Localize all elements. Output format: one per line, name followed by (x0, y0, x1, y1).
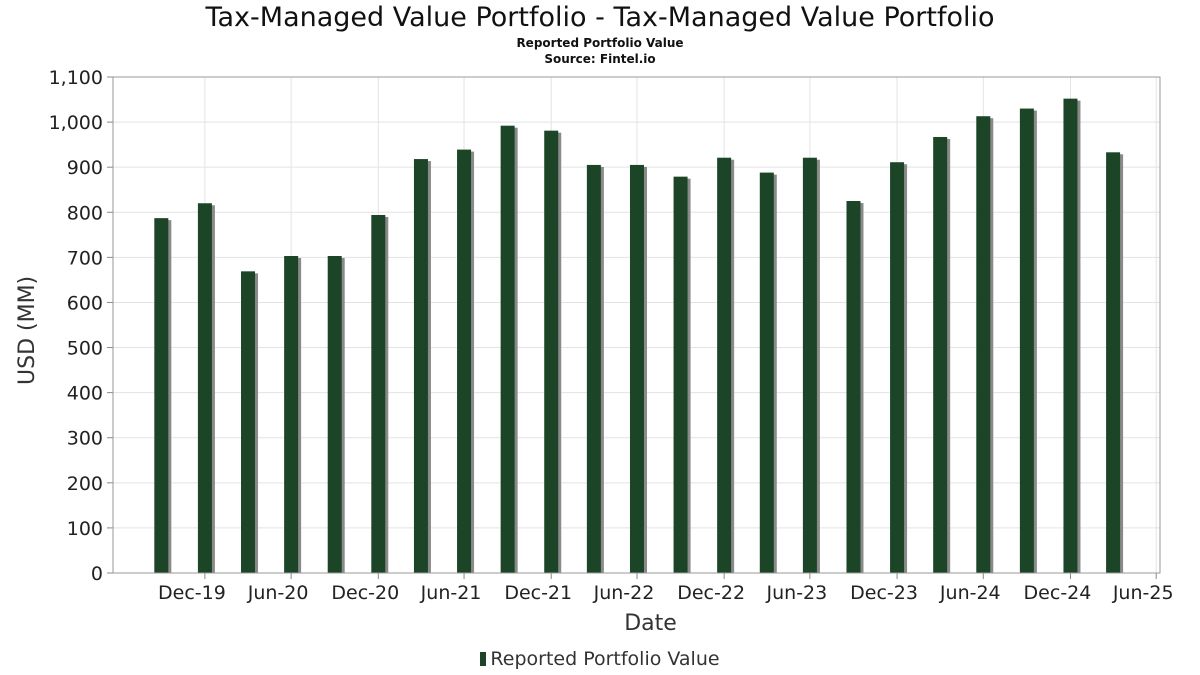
y-tick-label: 500 (67, 338, 103, 360)
chart-title: Tax-Managed Value Portfolio - Tax-Manage… (205, 2, 995, 33)
bar (846, 201, 861, 573)
x-tick-label: Jun-21 (420, 582, 482, 604)
bar (500, 125, 515, 573)
x-tick-label: Jun-22 (593, 582, 655, 604)
bar (890, 162, 905, 574)
x-axis-title: Date (624, 611, 677, 636)
y-tick-label: 1,100 (49, 67, 103, 89)
bar (413, 159, 428, 573)
x-tick-label: Jun-23 (766, 582, 828, 604)
x-tick-label: Jun-25 (1112, 582, 1174, 604)
bar (1063, 98, 1078, 573)
y-axis-title: USD (MM) (15, 276, 40, 385)
x-tick-label: Jun-24 (939, 582, 1001, 604)
x-tick-label: Dec-19 (158, 582, 226, 604)
chart-source: Source: Fintel.io (544, 52, 656, 66)
legend-label: Reported Portfolio Value (490, 648, 720, 670)
y-tick-label: 600 (67, 292, 103, 314)
x-tick-label: Jun-20 (247, 582, 309, 604)
bar (544, 130, 559, 573)
x-tick-label: Dec-20 (331, 582, 399, 604)
bar (284, 256, 299, 573)
y-tick-label: 400 (67, 383, 103, 405)
y-tick-label: 1,000 (49, 112, 103, 134)
bar (802, 157, 817, 574)
bar (933, 136, 948, 574)
bar (1106, 152, 1121, 573)
y-tick-label: 700 (67, 247, 103, 269)
legend-swatch (480, 652, 487, 666)
bar (1019, 108, 1034, 574)
bar (241, 271, 256, 573)
y-tick-label: 0 (91, 563, 103, 585)
bar (976, 116, 991, 573)
bar (629, 164, 644, 573)
bar (673, 176, 688, 573)
bar (586, 164, 601, 573)
x-tick-label: Dec-21 (504, 582, 572, 604)
y-tick-label: 800 (67, 202, 103, 224)
bar (717, 157, 732, 574)
y-tick-label: 100 (67, 518, 103, 540)
bar (371, 214, 386, 573)
y-tick-label: 900 (67, 157, 103, 179)
y-tick-label: 200 (67, 473, 103, 495)
bar (327, 256, 342, 573)
plot-area (112, 76, 1161, 574)
bar (154, 218, 169, 573)
bar (759, 172, 774, 574)
chart-subtitle: Reported Portfolio Value (516, 36, 684, 50)
x-tick-label: Dec-22 (677, 582, 745, 604)
bar (197, 203, 212, 573)
legend: Reported Portfolio Value (0, 648, 1200, 670)
x-tick-label: Dec-24 (1024, 582, 1092, 604)
x-tick-label: Dec-23 (850, 582, 918, 604)
y-tick-label: 300 (67, 428, 103, 450)
bar (457, 149, 472, 573)
